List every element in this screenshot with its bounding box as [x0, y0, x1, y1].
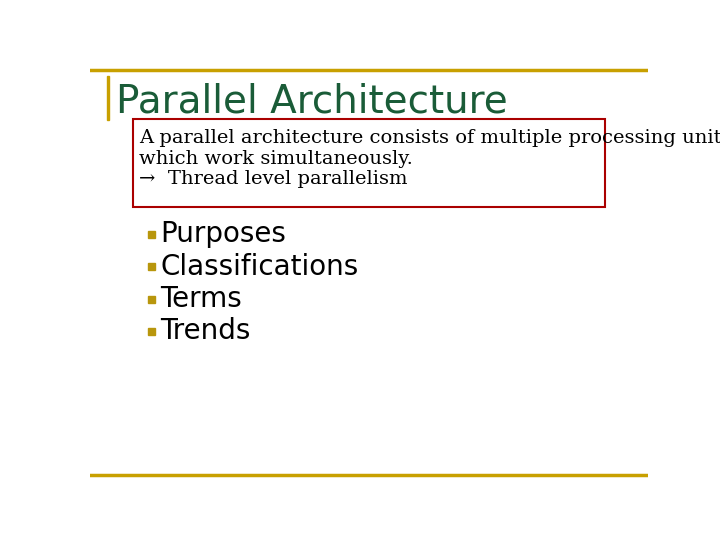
- Bar: [148, 264, 155, 271]
- Text: Terms: Terms: [161, 285, 242, 313]
- Text: Purposes: Purposes: [161, 220, 287, 248]
- Text: Trends: Trends: [161, 317, 251, 345]
- Text: which work simultaneously.: which work simultaneously.: [139, 150, 413, 167]
- Bar: [107, 76, 109, 120]
- Text: →  Thread level parallelism: → Thread level parallelism: [139, 170, 408, 187]
- Text: Parallel Architecture: Parallel Architecture: [116, 83, 508, 121]
- Bar: [148, 328, 155, 335]
- Text: A parallel architecture consists of multiple processing units: A parallel architecture consists of mult…: [139, 130, 720, 147]
- FancyBboxPatch shape: [132, 119, 606, 207]
- Text: Classifications: Classifications: [161, 253, 359, 281]
- Bar: [148, 231, 155, 238]
- Bar: [148, 296, 155, 303]
